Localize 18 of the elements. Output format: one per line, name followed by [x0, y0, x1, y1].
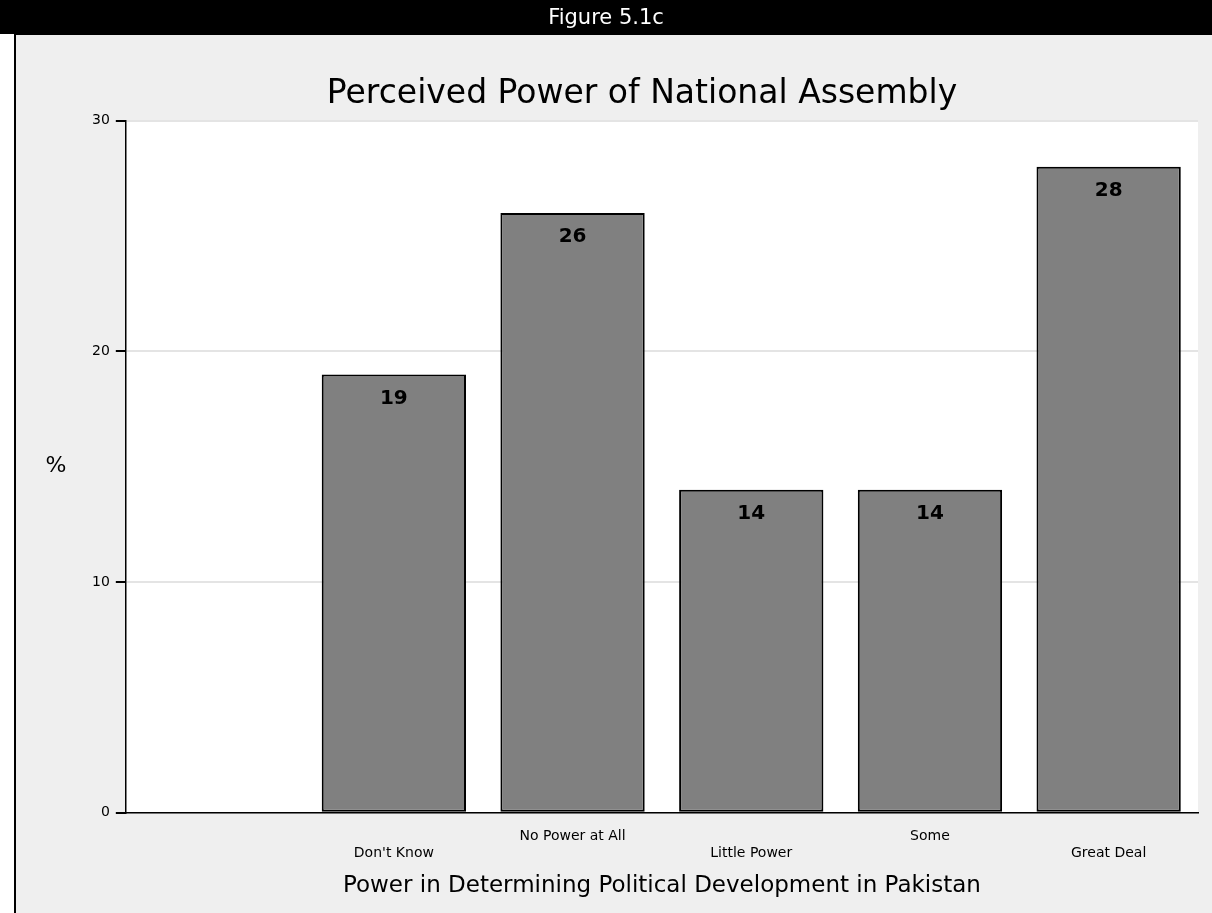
data-label: 28 — [1094, 176, 1123, 201]
y-tick-label: 0 — [100, 803, 110, 820]
x-tick-label: Don't Know — [353, 843, 434, 860]
y-tick-label: 10 — [91, 572, 110, 589]
data-label: 19 — [379, 384, 408, 409]
y-tick-label: 20 — [91, 341, 110, 358]
y-tick-label: 30 — [91, 111, 110, 128]
chart-title: Perceived Power of National Assembly — [326, 72, 958, 112]
data-label: 26 — [558, 223, 587, 248]
x-axis-title: Power in Determining Political Development in Pakistan — [342, 871, 981, 898]
x-tick-label: Great Deal — [1071, 843, 1147, 860]
chart-subtitle: Figure 5.1c — [0, 0, 1212, 34]
y-axis-title: % — [45, 452, 67, 478]
x-tick-label: Little Power — [710, 843, 793, 860]
x-tick-label: No Power at All — [519, 826, 626, 843]
x-tick-label: Some — [910, 826, 950, 843]
data-label: 14 — [916, 499, 944, 524]
data-label: 14 — [737, 499, 766, 524]
